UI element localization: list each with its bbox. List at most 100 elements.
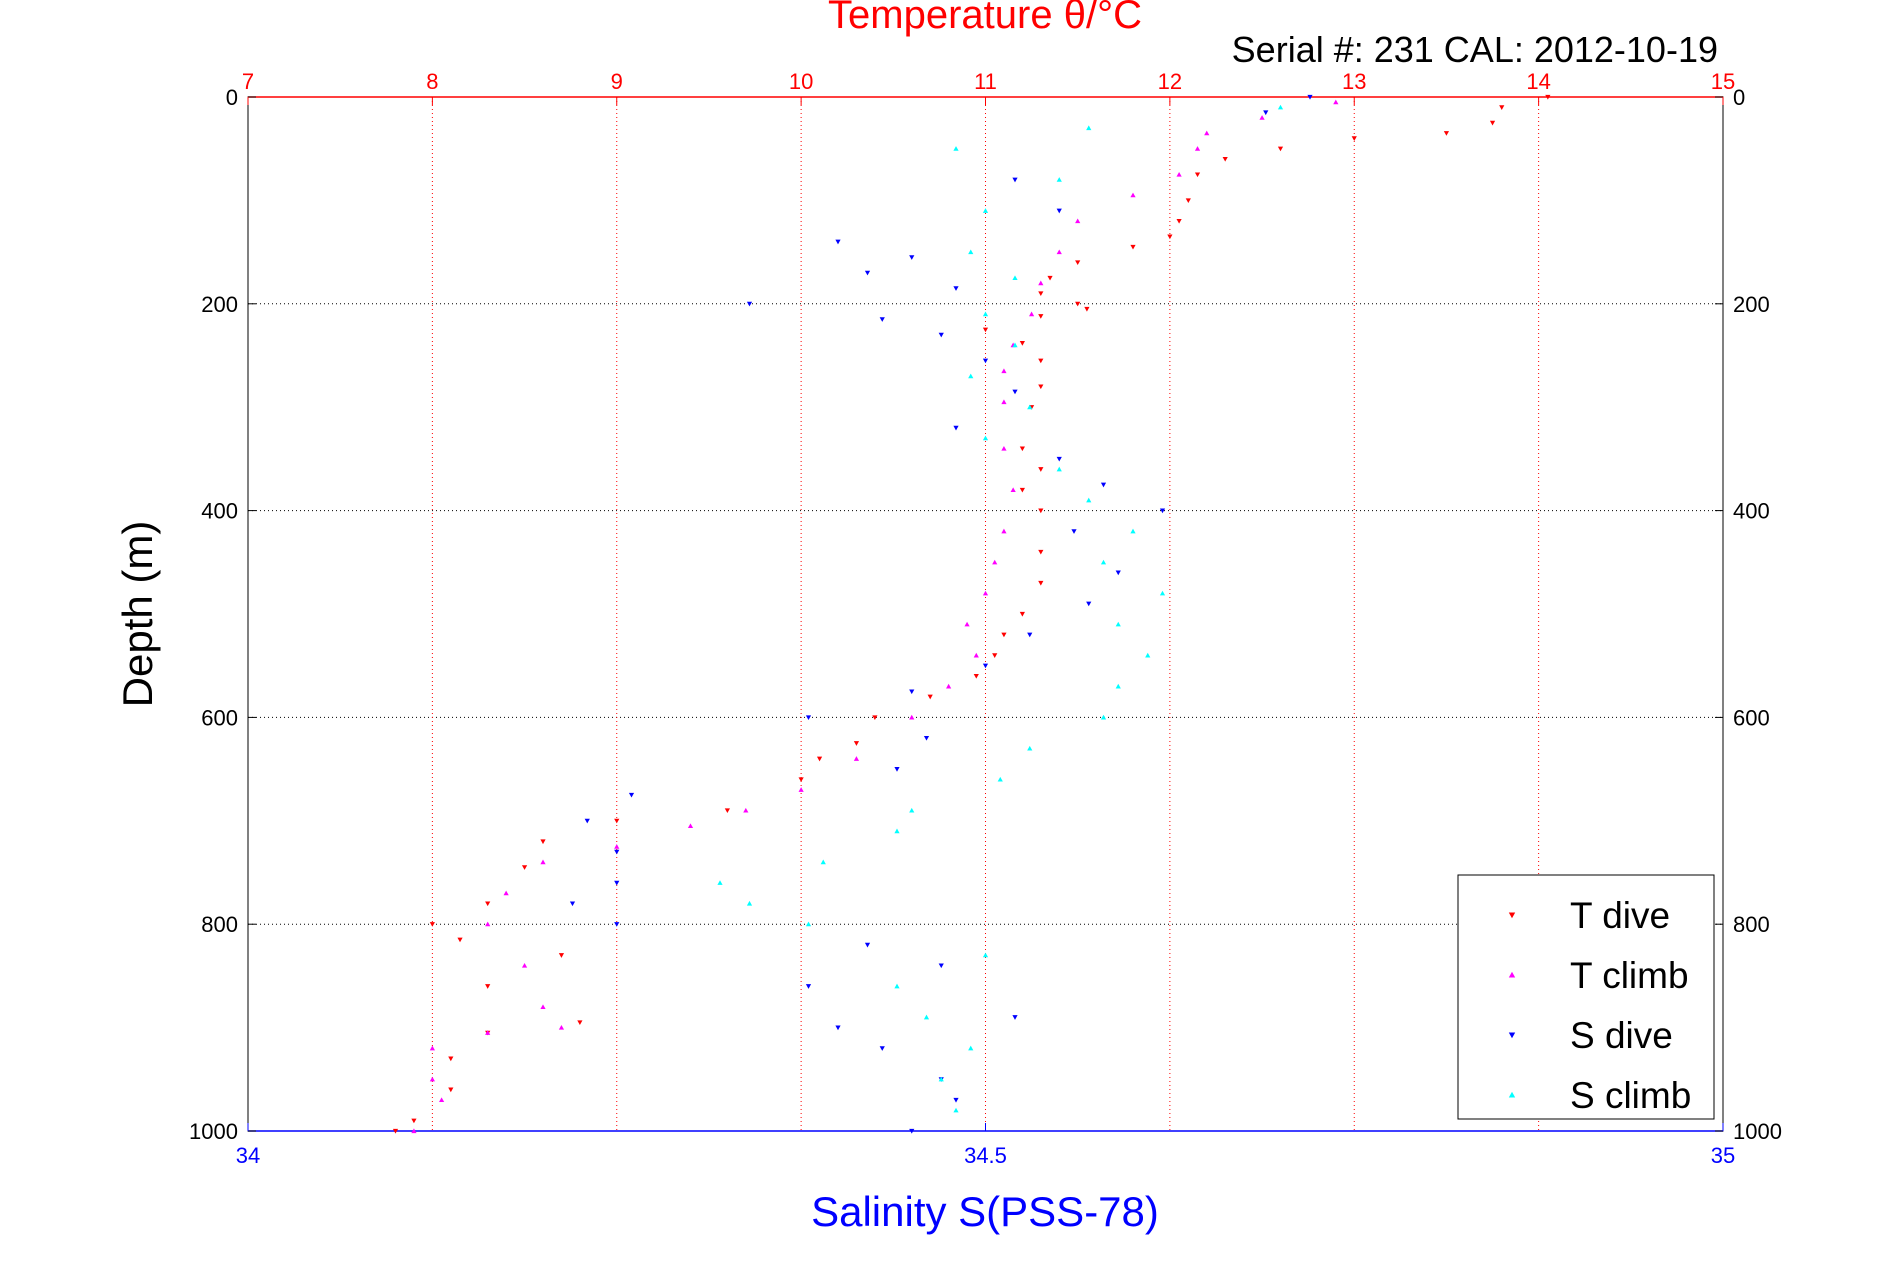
point-t-dive [982,327,989,333]
point-t-dive [1075,260,1081,266]
point-s-climb [746,900,753,906]
point-s-climb [982,435,989,441]
point-t-climb [1038,280,1044,286]
point-s-climb [1086,497,1092,503]
point-t-dive [798,777,804,783]
point-t-dive [1038,549,1044,555]
point-t-climb [485,921,491,927]
legend-label-s-climb: S climb [1570,1075,1691,1116]
point-t-dive [1222,156,1228,162]
point-s-dive [953,425,959,431]
point-s-climb [1086,125,1092,131]
point-t-dive [457,937,463,943]
legend-marker-s-climb [1508,1091,1516,1098]
point-s-dive [938,963,944,969]
top-tick-label: 8 [426,69,438,94]
top-tick-label: 12 [1158,69,1182,94]
point-t-dive [1038,467,1044,472]
point-t-dive [540,839,546,845]
point-s-climb [894,828,900,834]
series-s-climb [717,104,1284,1113]
point-t-climb [982,590,989,596]
point-s-dive [879,1046,885,1051]
point-t-dive [927,694,933,700]
legend: T dive T climb S dive S climb [1457,874,1715,1120]
point-s-climb [1145,652,1151,658]
point-s-dive [614,849,620,855]
point-t-dive [411,1118,417,1124]
y-tick-label-right: 400 [1733,499,1770,524]
point-t-dive [521,865,528,870]
point-t-climb [798,787,804,792]
point-s-climb [982,311,989,317]
point-s-dive [909,255,915,260]
point-t-dive [872,715,878,720]
point-s-dive [1012,1015,1018,1020]
point-t-climb [1056,249,1062,255]
point-t-dive [1019,341,1025,346]
point-t-climb [687,823,694,829]
top-tick-label: 14 [1526,69,1550,94]
series-t-dive [392,94,1551,1134]
point-t-climb [1001,368,1007,374]
point-s-climb [717,880,723,885]
point-t-climb [411,1128,417,1134]
point-s-climb [1100,714,1107,720]
point-s-dive [1115,570,1121,576]
point-t-climb [485,1030,491,1035]
point-t-dive [1194,172,1201,178]
point-t-climb [1204,130,1210,136]
y-tick-label-right: 800 [1733,912,1770,937]
bottom-tick-label: 35 [1711,1143,1735,1168]
series-s-dive [569,94,1313,1134]
grid [248,97,1723,1131]
point-t-dive [392,1128,399,1134]
legend-marker-t-climb [1508,971,1516,978]
point-s-climb [1027,404,1033,410]
top-tick-label: 7 [242,69,254,94]
point-t-dive [1038,358,1044,364]
point-t-dive [992,653,998,658]
point-t-dive [1084,306,1090,312]
point-s-dive [894,767,900,772]
point-t-climb [429,1045,435,1051]
point-s-dive [879,317,885,322]
point-t-dive [1047,275,1053,281]
point-s-climb [938,1076,944,1082]
point-t-climb [1130,192,1136,198]
point-t-dive [1167,234,1173,240]
point-t-dive [1545,94,1551,100]
point-s-dive [628,792,635,798]
point-s-climb [805,921,812,927]
point-t-dive [1038,580,1044,586]
point-s-dive [1012,177,1018,183]
point-s-dive [805,715,812,720]
point-t-climb [964,621,970,627]
point-s-dive [805,984,812,989]
point-t-dive [1185,198,1191,203]
point-t-dive [1038,314,1044,319]
point-s-dive [953,1097,959,1103]
point-s-dive [1086,601,1092,607]
point-t-dive [1019,487,1025,493]
point-s-climb [1100,559,1107,565]
point-t-dive [1489,120,1496,126]
point-t-dive [1038,508,1044,514]
point-t-climb [1333,99,1339,105]
chart-subtitle: Serial #: 231 CAL: 2012-10-19 [1232,29,1718,70]
point-s-climb [1277,104,1284,110]
point-s-dive [982,663,989,669]
point-s-dive [584,818,590,824]
point-t-dive [1019,611,1025,617]
point-s-dive [982,358,989,364]
point-t-dive [1019,446,1025,452]
point-s-climb [968,249,974,255]
bottom-tick-label: 34.5 [964,1143,1007,1168]
point-t-climb [853,756,860,761]
point-t-dive [577,1020,583,1026]
point-s-climb [997,776,1003,782]
top-tick-label: 15 [1711,69,1735,94]
point-t-dive [1443,131,1450,136]
point-s-dive [1071,529,1077,534]
